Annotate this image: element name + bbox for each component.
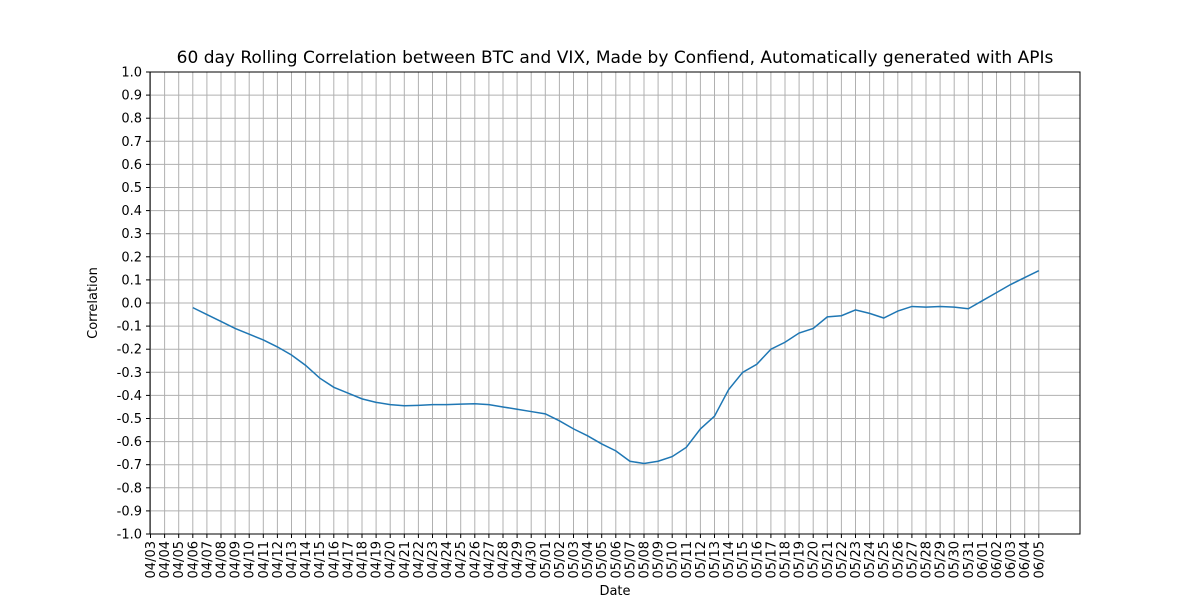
y-tick-label: 0.1: [121, 273, 142, 288]
x-tick-label: 05/14: [722, 541, 737, 578]
x-tick-label: 05/06: [609, 541, 624, 578]
x-tick-label: 04/18: [356, 541, 371, 578]
y-tick-label: 0.5: [121, 181, 142, 196]
x-tick-label: 05/17: [764, 541, 779, 578]
tick-layer: -1.0 -0.9 -0.8 -0.7 -0.6 -0.5 -0.4 -0.3 -0.2 -0.1…: [117, 66, 1048, 579]
x-tick-label: 04/03: [144, 541, 159, 578]
x-tick-label: 05/24: [863, 541, 878, 578]
x-tick-label: 05/23: [849, 541, 864, 578]
x-tick-label: 04/26: [468, 541, 483, 578]
y-tick-label: 0.3: [121, 227, 142, 242]
x-tick-label: 05/29: [934, 541, 949, 578]
x-tick-label: 05/30: [948, 541, 963, 578]
x-tick-label: 05/12: [694, 541, 709, 578]
x-tick-label: 05/11: [680, 541, 695, 578]
x-tick-label: 05/22: [835, 541, 850, 578]
y-tick-label: 0.2: [121, 250, 142, 265]
x-tick-label: 05/15: [736, 541, 751, 578]
y-tick-label: -0.3: [117, 366, 142, 381]
x-tick-label: 05/05: [595, 541, 610, 578]
x-tick-label: 04/23: [426, 541, 441, 578]
x-tick-label: 04/05: [172, 541, 187, 578]
x-axis-label: Date: [599, 584, 630, 599]
x-tick-label: 05/02: [553, 541, 568, 578]
x-tick-label: 06/02: [990, 541, 1005, 578]
x-tick-label: 06/01: [976, 541, 991, 578]
x-tick-label: 05/04: [581, 541, 596, 578]
x-tick-label: 06/05: [1032, 541, 1047, 578]
x-tick-label: 04/25: [454, 541, 469, 578]
y-axis-label: Correlation: [86, 267, 101, 339]
x-tick-label: 05/18: [779, 541, 794, 578]
x-tick-label: 05/21: [821, 541, 836, 578]
x-tick-label: 05/09: [652, 541, 667, 578]
x-tick-label: 04/27: [482, 541, 497, 578]
x-tick-label: 05/27: [905, 541, 920, 578]
x-tick-label: 04/13: [285, 541, 300, 578]
x-tick-label: 05/26: [891, 541, 906, 578]
y-tick-label: -0.9: [117, 504, 142, 519]
y-tick-label: 0.0: [121, 297, 142, 312]
y-tick-label: 0.6: [121, 158, 142, 173]
x-tick-label: 04/29: [511, 541, 526, 578]
x-tick-label: 05/28: [920, 541, 935, 578]
x-tick-label: 05/16: [750, 541, 765, 578]
y-tick-label: -0.7: [117, 458, 142, 473]
x-tick-label: 04/28: [497, 541, 512, 578]
x-tick-label: 04/07: [200, 541, 215, 578]
y-tick-label: -1.0: [117, 528, 142, 543]
series-line: [192, 269, 1040, 465]
x-tick-label: 04/19: [370, 541, 385, 578]
x-tick-label: 04/16: [327, 541, 342, 578]
y-tick-label: 0.7: [121, 135, 142, 150]
x-tick-label: 05/03: [567, 541, 582, 578]
series-layer: [192, 269, 1040, 465]
x-tick-label: 06/03: [1004, 541, 1019, 578]
x-tick-label: 05/07: [623, 541, 638, 578]
x-tick-label: 04/20: [384, 541, 399, 578]
x-tick-label: 04/22: [412, 541, 427, 578]
x-tick-label: 04/14: [299, 541, 314, 578]
x-tick-label: 04/17: [341, 541, 356, 578]
x-tick-label: 06/04: [1018, 541, 1033, 578]
x-tick-label: 05/10: [666, 541, 681, 578]
x-tick-label: 04/04: [158, 541, 173, 578]
y-tick-label: 0.9: [121, 89, 142, 104]
y-tick-label: -0.2: [117, 343, 142, 358]
x-tick-label: 04/24: [440, 541, 455, 578]
y-tick-label: -0.1: [117, 320, 142, 335]
grid-layer: [150, 71, 1080, 535]
x-tick-label: 04/12: [271, 541, 286, 578]
y-tick-label: 0.4: [121, 204, 142, 219]
x-tick-label: 04/08: [215, 541, 230, 578]
x-tick-label: 04/06: [186, 541, 201, 578]
x-tick-label: 04/11: [257, 541, 272, 578]
x-tick-label: 05/31: [962, 541, 977, 578]
x-tick-label: 04/15: [313, 541, 328, 578]
x-tick-label: 05/01: [539, 541, 554, 578]
x-tick-label: 05/19: [793, 541, 808, 578]
chart-title: 60 day Rolling Correlation between BTC a…: [177, 48, 1054, 68]
y-tick-label: 1.0: [121, 66, 142, 81]
y-tick-label: 0.8: [121, 112, 142, 127]
y-tick-label: -0.8: [117, 481, 142, 496]
y-tick-label: -0.5: [117, 412, 142, 427]
y-tick-label: -0.4: [117, 389, 142, 404]
x-tick-label: 04/09: [229, 541, 244, 578]
x-tick-label: 04/10: [243, 541, 258, 578]
x-tick-label: 04/21: [398, 541, 413, 578]
x-tick-label: 04/30: [525, 541, 540, 578]
x-tick-label: 05/08: [638, 541, 653, 578]
y-tick-label: -0.6: [117, 435, 142, 450]
x-tick-label: 05/20: [807, 541, 822, 578]
x-tick-label: 05/25: [877, 541, 892, 578]
x-tick-label: 05/13: [708, 541, 723, 578]
